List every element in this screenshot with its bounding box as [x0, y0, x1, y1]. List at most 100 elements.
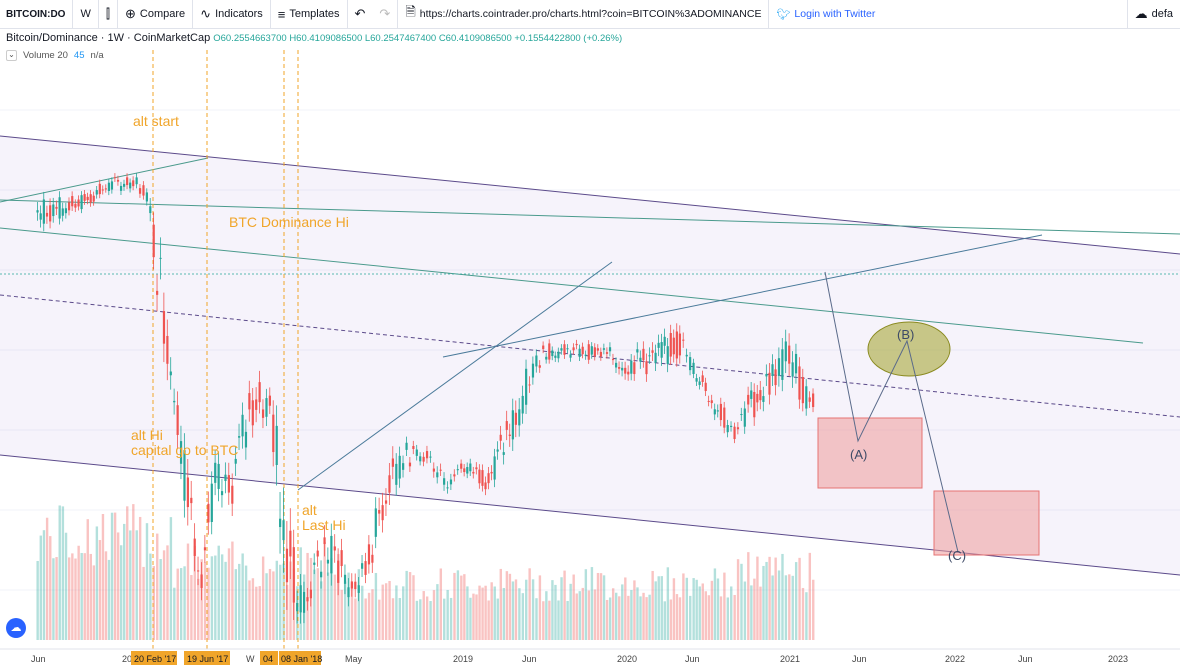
volume-bar	[463, 574, 466, 640]
candle	[422, 456, 425, 462]
candle	[104, 188, 107, 190]
volume-bar	[395, 585, 398, 640]
candle	[398, 455, 401, 479]
volume-bar	[593, 589, 597, 640]
volume-bar	[381, 584, 384, 640]
candle	[669, 333, 672, 357]
price-chart[interactable]: alt start BTC Dominance Hi alt Hi capita…	[0, 28, 1180, 667]
candle	[466, 467, 469, 474]
indicators-button[interactable]: ∿ Indicators	[193, 0, 270, 28]
volume-bar	[282, 563, 285, 640]
volume-bar	[176, 568, 179, 640]
candle	[241, 414, 244, 437]
candle	[197, 570, 200, 572]
time-axis-highlight	[260, 651, 278, 665]
volume-bar	[422, 591, 425, 640]
toolbar-divider	[72, 0, 74, 28]
volume-bar	[548, 600, 551, 640]
candle	[545, 356, 548, 360]
volume-bar	[412, 575, 415, 640]
time-axis-highlight	[279, 651, 321, 665]
volume-bar	[55, 557, 58, 640]
volume-bar	[669, 599, 673, 640]
volume-bar	[812, 579, 815, 640]
volume-bar	[538, 575, 542, 640]
login-twitter-button[interactable]: 🐦︎ Login with Twitter	[769, 0, 882, 28]
time-axis-highlight	[184, 651, 230, 665]
candle	[654, 352, 657, 363]
volume-bar	[371, 589, 374, 640]
volume-bar	[521, 593, 525, 640]
candle	[371, 554, 374, 563]
url-box[interactable]: 🗎 https://charts.cointrader.pro/charts.h…	[398, 0, 768, 28]
candle	[429, 456, 432, 458]
volume-bar	[101, 514, 105, 640]
candle	[36, 210, 39, 213]
candle	[460, 463, 463, 469]
volume-bar	[621, 584, 624, 640]
candle	[86, 196, 89, 201]
volume-bar	[268, 568, 272, 640]
volume-bar	[248, 580, 251, 640]
channel-median-line	[0, 294, 1180, 418]
candle	[203, 547, 207, 551]
volume-bar	[107, 559, 111, 640]
volume-bar	[364, 598, 367, 640]
collapse-caret-icon[interactable]: ⌄	[6, 50, 17, 61]
candle	[432, 468, 435, 472]
tradingview-logo-icon[interactable]: ☁	[6, 618, 26, 638]
volume-bar	[217, 545, 220, 640]
candle	[449, 479, 453, 485]
layout-button[interactable]: ☁ defa	[1128, 0, 1180, 28]
volume-bar	[64, 532, 68, 640]
volume-bar	[138, 516, 142, 640]
time-axis-tick: 2022	[945, 654, 965, 664]
candle	[183, 450, 186, 501]
compare-button[interactable]: ⊕ Compare	[118, 0, 192, 28]
templates-icon: ≡	[277, 6, 286, 22]
candle	[255, 399, 258, 410]
redo-button[interactable]: ↷	[372, 0, 397, 28]
volume-bar	[173, 587, 176, 640]
candle	[367, 544, 371, 565]
volume-bar	[361, 585, 364, 640]
candle	[138, 188, 142, 194]
candle	[765, 373, 768, 377]
volume-bar	[542, 601, 545, 640]
candle	[340, 550, 343, 567]
volume-bar	[514, 579, 518, 640]
candle	[812, 393, 815, 408]
templates-button[interactable]: ≡ Templates	[271, 0, 347, 28]
candle	[602, 348, 606, 350]
undo-button[interactable]: ↶	[348, 0, 373, 28]
volume-bar	[560, 577, 563, 640]
annotation-btc-dominance-hi: BTC Dominance Hi	[229, 214, 349, 230]
candle	[663, 336, 666, 346]
toolbar-divider	[269, 0, 271, 28]
volume-bar	[132, 504, 135, 640]
candle	[224, 474, 227, 481]
candle	[135, 177, 138, 185]
volume-bar	[630, 590, 633, 640]
time-axis-tick: Jun	[1018, 654, 1033, 664]
login-label: Login with Twitter	[794, 8, 876, 20]
candle	[306, 597, 309, 602]
volume-bar	[439, 568, 443, 640]
interval-button[interactable]: W	[80, 8, 91, 20]
volume-bar	[490, 582, 493, 640]
cloud-icon: ☁	[1134, 6, 1148, 21]
symbol-search-button[interactable]: BITCOIN:DO	[6, 8, 66, 20]
time-axis-highlight-label: 19 Jun '17	[187, 654, 228, 664]
volume-bar	[545, 591, 548, 640]
chart-type-button[interactable]: ⫿	[99, 0, 117, 28]
volume-bar	[605, 599, 609, 640]
toolbar-divider	[117, 0, 119, 28]
volume-bar	[584, 569, 588, 640]
volume-bar	[505, 571, 509, 640]
volume-bar	[272, 571, 275, 640]
volume-bar	[116, 532, 120, 640]
volume-bar	[511, 581, 515, 640]
volume-bar	[169, 517, 173, 640]
volume-bar	[258, 586, 261, 640]
candle	[316, 550, 319, 557]
